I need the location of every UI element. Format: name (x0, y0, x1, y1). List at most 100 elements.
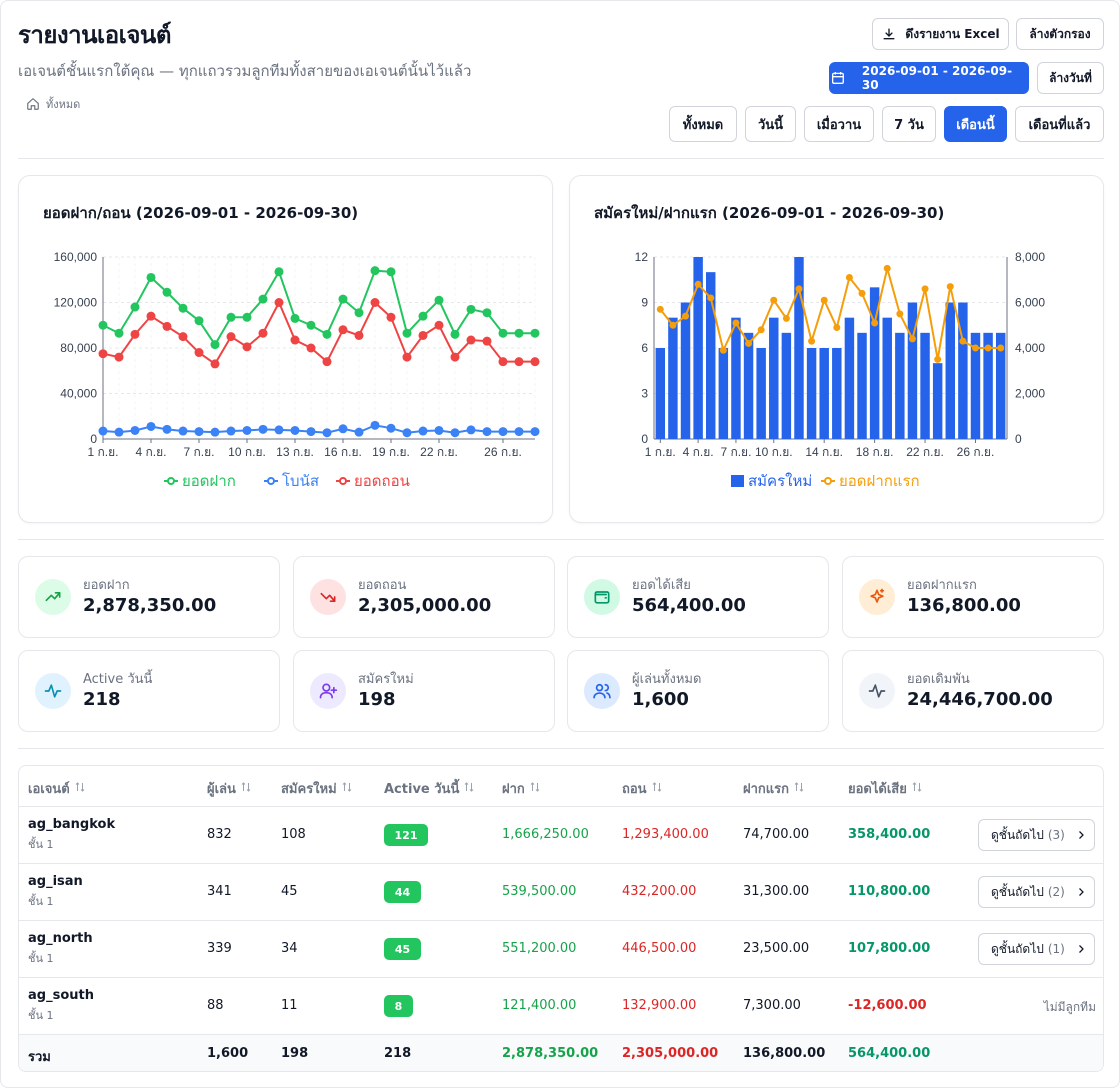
range-tab-7days[interactable]: 7 วัน (882, 106, 936, 142)
data-point (114, 328, 124, 338)
bar (983, 332, 993, 439)
grid (102, 256, 536, 440)
data-point (402, 328, 412, 338)
data-point (418, 426, 428, 436)
data-point (434, 295, 444, 305)
data-point (386, 267, 396, 277)
data-point (732, 319, 740, 327)
date-range-button[interactable]: 2026-09-01 - 2026-09-30 (829, 62, 1029, 94)
data-point (162, 321, 172, 331)
child-count: (1) (1047, 942, 1065, 956)
table-row: ag_north ชั้น 1 339 34 45 551,200.00 446,500.0… (19, 920, 1103, 977)
breadcrumb[interactable]: ทั้งหมด (26, 95, 80, 113)
range-tab-this-month[interactable]: เดือนนี้ (944, 106, 1007, 142)
column-header[interactable]: ยอดได้เสีย (848, 778, 923, 799)
agent-tier: ชั้น 1 (28, 1009, 54, 1022)
data-point (258, 424, 268, 434)
clear-filter-button[interactable]: ล้างตัวกรอง (1016, 18, 1104, 50)
drill-down-button[interactable]: ดูชั้นถัดไป (3) (978, 819, 1095, 851)
export-excel-button[interactable]: ดึงรายงาน Excel (872, 18, 1009, 50)
data-point (795, 285, 803, 293)
bar (806, 348, 817, 439)
total-pnl: 564,400.00 (848, 1046, 931, 1061)
data-point (482, 308, 492, 318)
data-point (971, 344, 979, 352)
data-point (274, 425, 284, 435)
column-header[interactable]: ผู้เล่น (207, 778, 252, 799)
column-header[interactable]: ฝาก (502, 778, 541, 799)
bar (680, 302, 691, 439)
column-header[interactable]: เอเจนต์ (28, 778, 86, 799)
active-badge: 8 (384, 995, 413, 1017)
total-deposit: 2,878,350.00 (502, 1046, 599, 1061)
column-header[interactable]: Active วันนี้ (384, 778, 475, 799)
series-line (102, 300, 535, 366)
data-point (896, 310, 904, 318)
range-tab-yesterday[interactable]: เมื่อวาน (804, 106, 874, 142)
chevron-right-icon (1078, 888, 1084, 896)
bar (819, 348, 829, 439)
data-point (114, 427, 124, 437)
y-right-tick-label: 2,000 (1015, 387, 1045, 401)
kpi-label: ยอดได้เสีย (632, 578, 691, 593)
players-cell: 88 (207, 998, 224, 1013)
column-header-label: ถอน (622, 782, 647, 797)
data-point (808, 337, 816, 345)
column-header[interactable]: ฝากแรก (743, 778, 805, 799)
y-left-tick-label: 3 (641, 387, 648, 401)
y-left-tick-label: 9 (641, 296, 648, 310)
x-tick-label: 13 ก.ย. (276, 445, 314, 459)
data-point (482, 336, 492, 346)
pnl-cell: 358,400.00 (848, 827, 931, 842)
data-point (98, 426, 108, 436)
data-point (98, 349, 108, 359)
first-deposit-cell: 7,300.00 (743, 998, 801, 1013)
agent-table: เอเจนต์ ผู้เล่น สมัครใหม่ Active วันนี้ ฝาก ถ… (18, 765, 1104, 1072)
date-range-label: 2026-09-01 - 2026-09-30 (861, 64, 1013, 92)
column-header[interactable]: ถอน (622, 778, 663, 799)
x-tick-label: 19 ก.ย. (372, 445, 410, 459)
data-point (669, 321, 677, 329)
data-point (498, 328, 508, 338)
agent-cell: ag_north ชั้น 1 (28, 931, 93, 967)
drill-down-button[interactable]: ดูชั้นถัดไป (2) (978, 876, 1095, 908)
clear-date-button[interactable]: ล้างวันที่ (1037, 62, 1104, 94)
data-point (338, 325, 348, 335)
y-right-tick-label: 8,000 (1015, 250, 1045, 264)
drill-down-button[interactable]: ดูชั้นถัดไป (1) (978, 933, 1095, 965)
deposit-cell: 539,500.00 (502, 884, 577, 899)
y-right-tick-label: 6,000 (1015, 296, 1045, 310)
bar (958, 302, 968, 439)
data-point (162, 424, 172, 434)
data-point (466, 335, 476, 345)
data-point (306, 427, 316, 437)
range-tab-today[interactable]: วันนี้ (745, 106, 796, 142)
bar (832, 348, 842, 439)
signup-first-deposit-chart-card: สมัครใหม่/ฝากแรก (2026-09-01 - 2026-09-3… (569, 175, 1104, 523)
data-point (386, 423, 396, 433)
data-point (466, 304, 476, 314)
withdraw-cell: 132,900.00 (622, 998, 697, 1013)
range-tab-all[interactable]: ทั้งหมด (669, 106, 737, 142)
bar (718, 348, 729, 439)
data-point (482, 427, 492, 437)
legend-label: ยอดถอน (354, 473, 410, 490)
home-icon (27, 97, 39, 110)
kpi-value: 136,800.00 (907, 595, 1021, 616)
total-new: 198 (281, 1046, 309, 1061)
sort-icon (911, 781, 923, 797)
kpi-value: 198 (358, 689, 396, 710)
x-tick-label: 10 ก.ย. (755, 445, 793, 459)
x-tick-label: 14 ก.ย. (805, 445, 843, 459)
user-plus-icon (310, 673, 346, 709)
data-point (210, 359, 220, 369)
agent-tier: ชั้น 1 (28, 895, 54, 908)
page-title: รายงานเอเจนต์ (18, 21, 171, 49)
kpi-label: ยอดเดิมพัน (907, 672, 970, 687)
first-deposit-cell: 23,500.00 (743, 941, 810, 956)
column-header[interactable]: สมัครใหม่ (281, 778, 353, 799)
y-tick-label: 120,000 (54, 296, 98, 310)
kpi-card: ยอดถอน 2,305,000.00 (293, 556, 555, 638)
range-tab-last-month[interactable]: เดือนที่แล้ว (1015, 106, 1104, 142)
